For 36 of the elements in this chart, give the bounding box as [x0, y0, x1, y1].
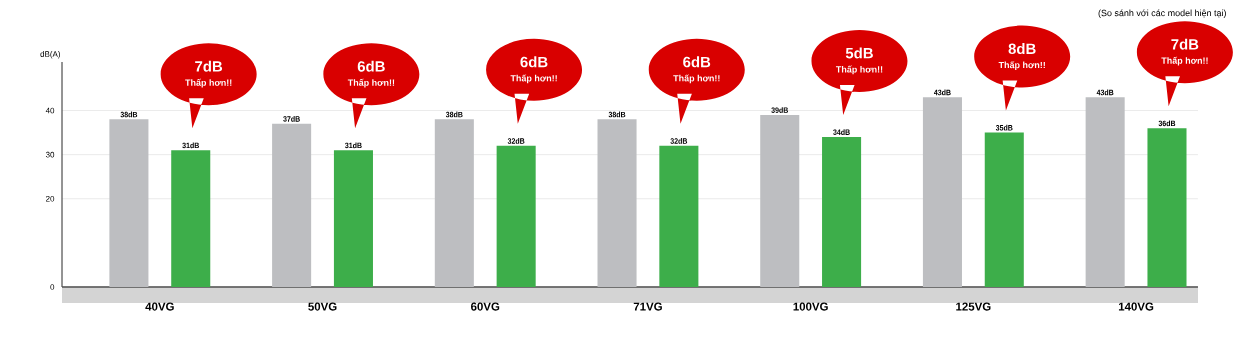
annotation: 6dB	[357, 60, 385, 72]
bar	[597, 119, 637, 287]
annotation: 6dB	[520, 56, 548, 68]
annotation: 6dB	[683, 56, 711, 68]
bar	[109, 119, 149, 287]
bar	[1085, 97, 1125, 287]
text: 7dB	[1171, 38, 1199, 50]
annotation: Thấp hơn!!	[835, 65, 883, 75]
annotation: Thấp hơn!!	[673, 74, 720, 84]
x-tick-label: 125VG	[956, 302, 991, 311]
bar	[659, 145, 699, 287]
annotation: Thấp hơn!!	[185, 78, 232, 88]
annotation: Thấp hơn!!	[998, 61, 1045, 70]
bar	[922, 97, 962, 287]
bar	[822, 137, 862, 287]
x-tick-label: 60VG	[471, 302, 500, 311]
text: 5dB	[845, 47, 873, 59]
x-tick-label: 140VG	[1118, 302, 1154, 311]
bar	[272, 123, 312, 287]
bar	[171, 150, 211, 287]
annotation: Thấp hơn!!	[347, 78, 395, 88]
x-tick-label: 50VG	[308, 302, 337, 311]
annotation: 7dB	[195, 60, 223, 72]
text: 8dB	[1008, 43, 1036, 55]
annotation: Thấp hơn!!	[510, 74, 557, 84]
text: (So sánh với các model hiện tại)	[1098, 9, 1226, 18]
bar	[1147, 128, 1187, 287]
x-tick-label: 71VG	[633, 302, 662, 311]
x-tick-label: 100VG	[793, 302, 828, 311]
annotation: Thấp hơn!!	[1161, 56, 1208, 66]
bar	[760, 114, 800, 287]
x-tick-label: 40VG	[145, 302, 174, 311]
bar	[496, 145, 536, 287]
bar	[984, 132, 1024, 287]
bar	[333, 150, 373, 287]
bar	[434, 119, 474, 287]
